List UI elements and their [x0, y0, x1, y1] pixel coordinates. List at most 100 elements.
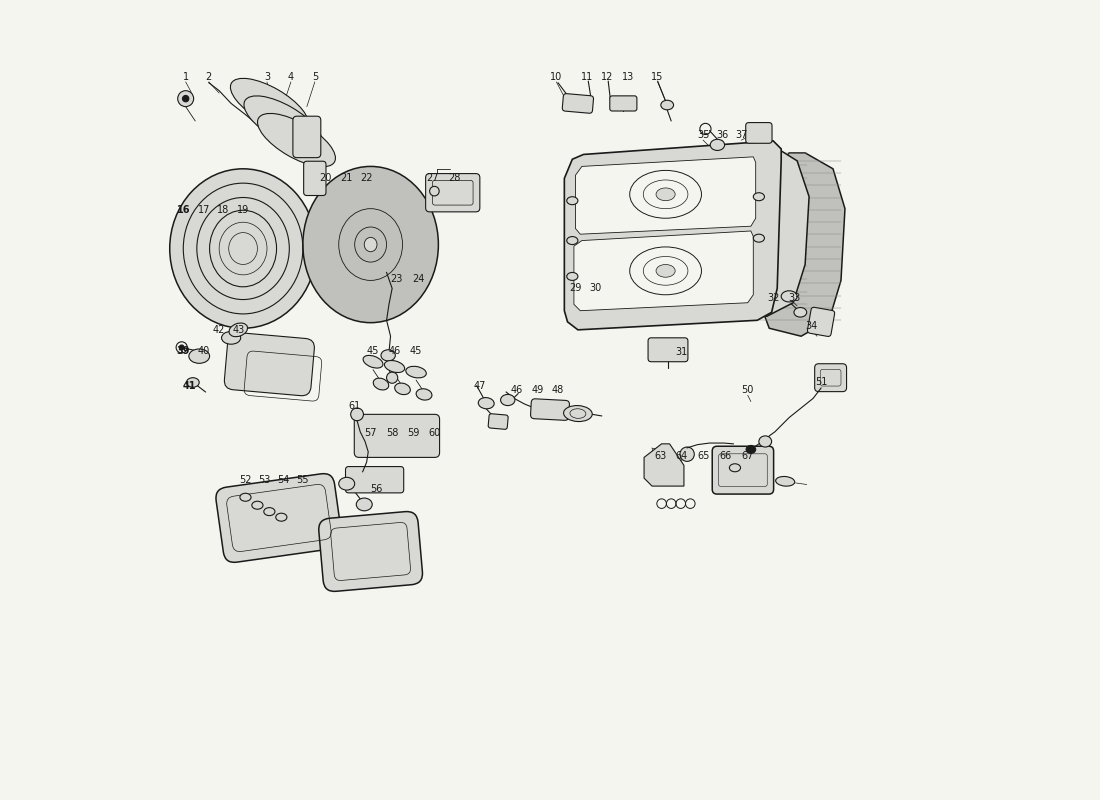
Text: 54: 54: [277, 474, 289, 485]
Text: 3: 3: [264, 72, 270, 82]
Text: 41: 41: [183, 381, 197, 390]
Text: 48: 48: [552, 386, 564, 395]
Ellipse shape: [179, 345, 184, 350]
Text: 30: 30: [590, 283, 602, 294]
FancyBboxPatch shape: [648, 338, 688, 362]
Text: 37: 37: [735, 130, 748, 140]
Ellipse shape: [252, 502, 263, 510]
Text: 43: 43: [233, 325, 245, 335]
Ellipse shape: [500, 394, 515, 406]
FancyBboxPatch shape: [746, 122, 772, 143]
FancyBboxPatch shape: [304, 162, 326, 195]
FancyBboxPatch shape: [609, 96, 637, 111]
Ellipse shape: [754, 193, 764, 201]
Text: 1: 1: [183, 72, 189, 82]
Ellipse shape: [244, 96, 322, 150]
FancyBboxPatch shape: [488, 414, 508, 430]
Ellipse shape: [566, 237, 578, 245]
Ellipse shape: [363, 355, 383, 368]
Text: 64: 64: [675, 451, 688, 461]
Text: 22: 22: [361, 174, 373, 183]
Ellipse shape: [794, 307, 806, 317]
FancyBboxPatch shape: [712, 446, 773, 494]
Text: 12: 12: [602, 72, 614, 82]
Ellipse shape: [781, 290, 798, 302]
Text: 55: 55: [297, 474, 309, 485]
Ellipse shape: [169, 169, 317, 328]
Text: 18: 18: [217, 206, 229, 215]
Ellipse shape: [257, 114, 336, 166]
Text: 63: 63: [653, 451, 667, 461]
Ellipse shape: [276, 514, 287, 521]
Ellipse shape: [230, 78, 308, 132]
Text: 47: 47: [474, 381, 486, 390]
Polygon shape: [727, 145, 810, 316]
Text: 10: 10: [550, 72, 562, 82]
FancyBboxPatch shape: [293, 116, 321, 158]
Ellipse shape: [356, 498, 372, 511]
Ellipse shape: [430, 186, 439, 196]
Polygon shape: [757, 153, 845, 336]
Ellipse shape: [478, 398, 494, 409]
Ellipse shape: [746, 446, 756, 454]
FancyBboxPatch shape: [815, 364, 847, 392]
Text: 39: 39: [176, 346, 190, 355]
Text: 29: 29: [570, 283, 582, 294]
FancyBboxPatch shape: [562, 94, 594, 114]
Ellipse shape: [776, 477, 794, 486]
Text: 27: 27: [427, 174, 439, 183]
Polygon shape: [574, 231, 754, 310]
Text: 4: 4: [288, 72, 294, 82]
Ellipse shape: [656, 188, 675, 201]
Text: 34: 34: [805, 321, 817, 331]
Text: 60: 60: [428, 429, 440, 438]
Ellipse shape: [221, 331, 241, 344]
FancyBboxPatch shape: [530, 399, 570, 420]
Text: 28: 28: [448, 174, 461, 183]
Polygon shape: [645, 444, 684, 486]
Text: 53: 53: [258, 474, 271, 485]
Text: 45: 45: [410, 346, 422, 355]
Text: 19: 19: [236, 206, 250, 215]
Ellipse shape: [754, 234, 764, 242]
Text: 50: 50: [741, 386, 754, 395]
FancyBboxPatch shape: [426, 174, 480, 212]
Text: 32: 32: [767, 293, 780, 303]
Ellipse shape: [364, 238, 377, 252]
Text: 11: 11: [581, 72, 594, 82]
Text: 5: 5: [311, 72, 318, 82]
Ellipse shape: [729, 464, 740, 472]
Text: 51: 51: [815, 378, 827, 387]
Text: 15: 15: [651, 72, 663, 82]
Ellipse shape: [711, 139, 725, 150]
Text: 66: 66: [719, 451, 732, 461]
Polygon shape: [267, 233, 311, 257]
Ellipse shape: [183, 95, 189, 102]
Ellipse shape: [566, 273, 578, 281]
Ellipse shape: [386, 372, 398, 383]
Text: 52: 52: [239, 474, 252, 485]
Text: 31: 31: [675, 347, 688, 357]
Text: 49: 49: [532, 386, 544, 395]
Text: 2: 2: [206, 72, 212, 82]
Text: 58: 58: [386, 429, 398, 438]
Text: 21: 21: [341, 174, 353, 183]
Ellipse shape: [406, 366, 427, 378]
Text: 59: 59: [407, 429, 419, 438]
Polygon shape: [564, 141, 781, 330]
Text: 17: 17: [198, 206, 210, 215]
Ellipse shape: [351, 408, 363, 421]
Text: 36: 36: [716, 130, 728, 140]
Ellipse shape: [240, 494, 251, 502]
Ellipse shape: [661, 100, 673, 110]
Text: 46: 46: [510, 386, 522, 395]
Ellipse shape: [563, 406, 592, 422]
Ellipse shape: [373, 378, 388, 390]
Text: 56: 56: [370, 484, 383, 494]
Text: 24: 24: [412, 274, 425, 284]
Text: 20: 20: [319, 174, 331, 183]
FancyBboxPatch shape: [319, 511, 422, 591]
Ellipse shape: [566, 197, 578, 205]
Ellipse shape: [759, 436, 771, 447]
FancyBboxPatch shape: [345, 466, 404, 493]
